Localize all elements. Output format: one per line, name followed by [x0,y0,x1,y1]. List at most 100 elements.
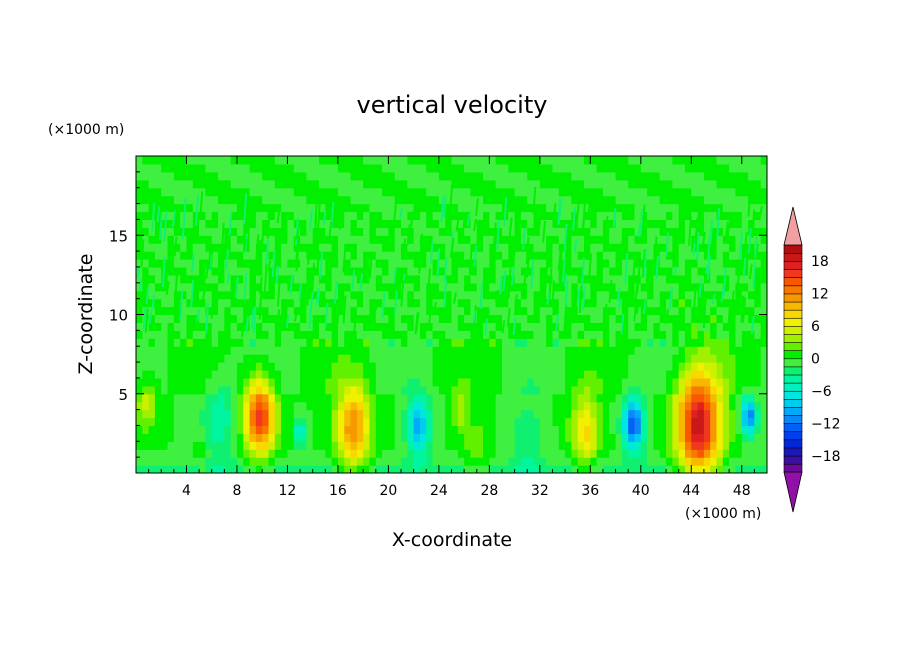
contour-cell [211,306,219,316]
contour-cell [161,298,169,308]
contour-cell [464,338,472,347]
contour-cell [350,338,358,347]
contour-cell [666,433,673,442]
contour-cell [684,219,692,228]
contour-cell [262,187,270,197]
contour-cell [312,465,320,473]
contour-cell [451,219,459,228]
contour-cell [426,290,434,300]
contour-cell [741,457,749,466]
turbulence-streak [507,268,512,299]
contour-cell [609,227,617,236]
contour-cell [754,433,762,442]
contour-cell [243,211,251,220]
contour-cell [142,227,150,236]
contour-cell [741,465,749,473]
contour-cell [577,338,585,347]
contour-cell [514,362,522,371]
contour-cell [552,377,560,387]
contour-cell [684,179,692,189]
contour-cell [634,417,642,427]
contour-cell [754,282,762,292]
turbulence-streak [220,222,225,253]
contour-cell [590,369,598,379]
contour-cell [382,369,389,379]
contour-cell [350,298,358,308]
contour-cell [268,298,276,308]
turbulence-streak [747,186,752,217]
contour-cell [697,243,705,252]
contour-cell [312,385,320,395]
contour-cell [571,330,579,339]
contour-cell [306,433,314,442]
contour-cell [748,163,755,173]
contour-cell [596,203,604,213]
contour-cell [684,362,692,371]
contour-cell [236,441,244,450]
contour-cell [710,187,718,197]
contour-cell [596,156,604,165]
turbulence-streak [138,278,143,291]
contour-cell [438,163,446,173]
turbulence-streak [655,255,660,279]
contour-cell [470,306,478,316]
contour-cell [634,322,642,331]
contour-cell [596,385,604,395]
contour-cell [495,409,503,419]
contour-cell [419,330,427,339]
contour-cell [306,266,314,276]
contour-cell [363,409,371,419]
contour-cell [293,298,301,308]
contour-cell [375,156,383,165]
contour-cell [325,369,333,379]
contour-cell [489,393,497,403]
contour-cell [672,338,680,347]
contour-cell [331,314,339,324]
contour-cell [602,259,610,268]
contour-cell [628,274,636,284]
contour-cell [293,425,301,434]
contour-cell [262,385,270,395]
contour-cell [722,369,730,379]
contour-cell [287,393,295,403]
contour-cell [546,330,554,339]
contour-cell [476,203,484,213]
contour-cell [621,211,629,220]
contour-cell [596,401,604,411]
contour-cell [419,290,427,300]
contour-cell [401,401,408,411]
contour-cell [350,259,358,268]
contour-cell [388,417,396,427]
contour-cell [672,259,680,268]
contour-cell [451,449,459,458]
contour-cell [539,266,547,276]
contour-cell [401,354,408,363]
contour-cell [224,171,232,181]
contour-cell [300,298,307,308]
contour-cell [457,449,465,458]
contour-cell [565,227,572,236]
contour-cell [268,346,276,355]
contour-cell [394,211,402,220]
contour-cell [154,433,162,442]
contour-cell [180,259,188,268]
contour-cell [356,259,364,268]
contour-cell [255,409,263,419]
contour-cell [533,179,541,189]
contour-cell [230,322,238,331]
contour-cell [628,314,636,324]
contour-cell [154,243,162,252]
contour-cell [470,377,478,387]
contour-cell [470,465,478,473]
contour-cell [710,243,718,252]
contour-cell [268,377,276,387]
contour-cell [438,227,446,236]
contour-cell [438,449,446,458]
contour-cell [413,354,421,363]
contour-cell [495,457,503,466]
turbulence-streak [429,240,434,264]
contour-cell [192,330,200,339]
contour-cell [722,211,730,220]
contour-cell [501,227,509,236]
contour-cell [394,457,402,466]
